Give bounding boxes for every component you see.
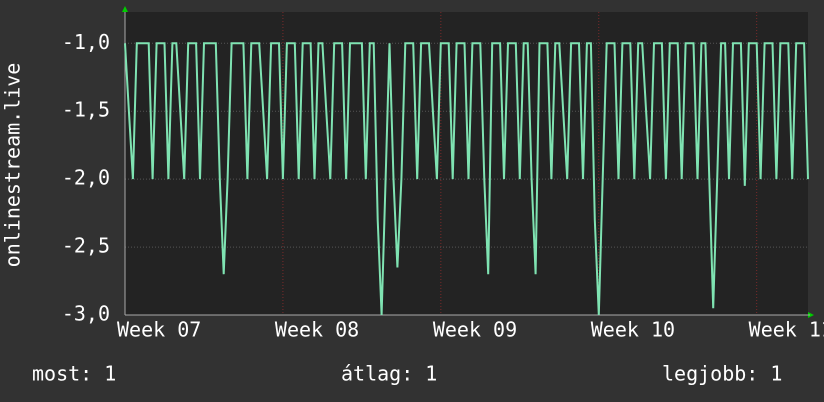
y-tick-label: -2,5 (62, 234, 110, 258)
y-tick-label: -1,0 (62, 30, 110, 54)
x-axis-arrow (808, 312, 814, 318)
x-tick-label: Week 08 (275, 318, 359, 342)
footer-current: most: 1 (32, 362, 116, 386)
footer-average: átlag: 1 (341, 362, 437, 386)
footer-max: legjobb: 1 (662, 362, 782, 386)
x-tick-label: Week 10 (591, 318, 675, 342)
x-tick-label: Week 07 (117, 318, 201, 342)
y-tick-label: -3,0 (62, 302, 110, 326)
y-axis-label: onlinestream.live (1, 63, 25, 268)
x-tick-label: Week 11 (749, 318, 824, 342)
x-tick-label: Week 09 (433, 318, 517, 342)
y-axis-arrow (122, 6, 128, 12)
y-tick-label: -1,5 (62, 98, 110, 122)
data-line (124, 42, 809, 316)
y-tick-label: -2,0 (62, 166, 110, 190)
